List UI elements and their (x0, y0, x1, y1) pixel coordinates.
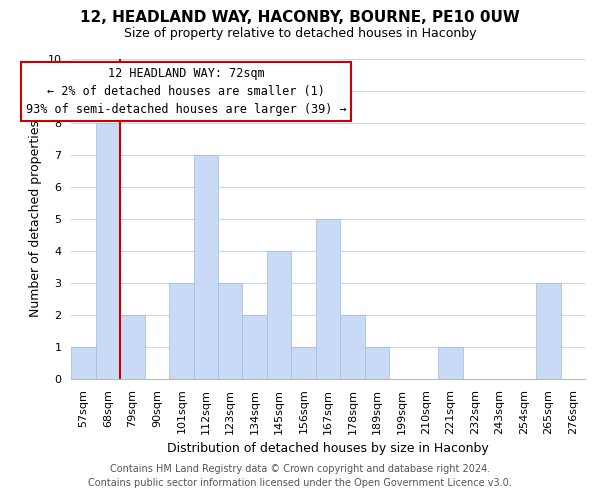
Bar (218, 283, 242, 379)
Bar (242, 315, 267, 379)
X-axis label: Distribution of detached houses by size in Haconby: Distribution of detached houses by size … (167, 442, 489, 455)
Text: Size of property relative to detached houses in Haconby: Size of property relative to detached ho… (124, 28, 476, 40)
Bar (120, 315, 145, 379)
Bar (292, 347, 316, 379)
Text: 12, HEADLAND WAY, HACONBY, BOURNE, PE10 0UW: 12, HEADLAND WAY, HACONBY, BOURNE, PE10 … (80, 10, 520, 25)
Bar (316, 219, 340, 379)
Bar (438, 347, 463, 379)
Y-axis label: Number of detached properties: Number of detached properties (29, 120, 42, 318)
Bar (267, 251, 292, 379)
Text: Contains HM Land Registry data © Crown copyright and database right 2024.
Contai: Contains HM Land Registry data © Crown c… (88, 464, 512, 487)
Bar (96, 123, 120, 379)
Bar (194, 155, 218, 379)
Bar (365, 347, 389, 379)
Bar (169, 283, 194, 379)
Text: 12 HEADLAND WAY: 72sqm
← 2% of detached houses are smaller (1)
93% of semi-detac: 12 HEADLAND WAY: 72sqm ← 2% of detached … (26, 67, 347, 116)
Bar (340, 315, 365, 379)
Bar (71, 347, 96, 379)
Bar (536, 283, 560, 379)
